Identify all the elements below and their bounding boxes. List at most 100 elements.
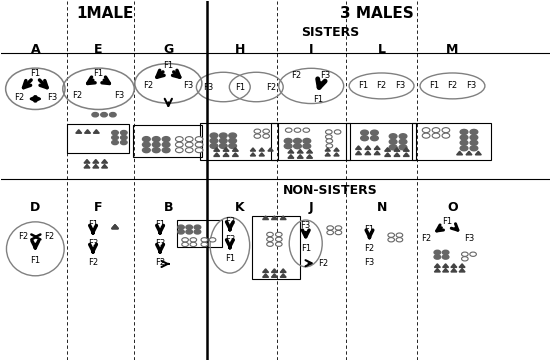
Circle shape	[396, 238, 403, 242]
Polygon shape	[263, 216, 268, 219]
Polygon shape	[466, 151, 472, 155]
Text: F2: F2	[14, 93, 24, 102]
Circle shape	[195, 136, 203, 142]
Text: F3: F3	[183, 81, 194, 90]
Polygon shape	[374, 151, 380, 155]
Text: F3: F3	[364, 258, 375, 267]
Polygon shape	[112, 225, 118, 229]
Polygon shape	[93, 164, 99, 168]
Polygon shape	[272, 274, 277, 277]
Text: F3: F3	[464, 234, 474, 243]
Circle shape	[175, 142, 183, 147]
Bar	[67, 124, 129, 153]
Circle shape	[361, 130, 369, 135]
Polygon shape	[101, 160, 107, 163]
Polygon shape	[259, 148, 264, 151]
Circle shape	[389, 139, 397, 144]
Text: F1: F1	[163, 61, 174, 70]
Text: 1MALE: 1MALE	[77, 6, 134, 21]
Circle shape	[432, 128, 440, 133]
Circle shape	[121, 140, 127, 145]
Circle shape	[396, 233, 403, 237]
Circle shape	[422, 128, 430, 133]
Text: J: J	[309, 201, 314, 214]
Polygon shape	[250, 148, 256, 151]
Polygon shape	[84, 130, 90, 133]
Polygon shape	[394, 148, 400, 151]
Circle shape	[371, 136, 379, 141]
Circle shape	[389, 134, 397, 139]
Text: E: E	[94, 43, 103, 56]
Text: F2: F2	[376, 82, 387, 90]
Polygon shape	[223, 153, 229, 156]
Circle shape	[163, 148, 170, 153]
Text: F3: F3	[466, 82, 476, 90]
Bar	[199, 123, 278, 160]
Circle shape	[335, 226, 342, 230]
Text: F3: F3	[225, 235, 235, 244]
Text: L: L	[377, 43, 386, 56]
Circle shape	[163, 142, 170, 147]
Circle shape	[371, 130, 379, 135]
Text: F2: F2	[318, 259, 328, 268]
Circle shape	[195, 148, 203, 153]
Circle shape	[195, 142, 203, 147]
Circle shape	[177, 225, 184, 229]
Polygon shape	[76, 130, 82, 133]
Text: M: M	[446, 43, 458, 56]
Circle shape	[185, 142, 193, 147]
Text: F: F	[94, 201, 103, 214]
Text: H: H	[235, 43, 245, 56]
Polygon shape	[365, 151, 371, 155]
Polygon shape	[272, 216, 277, 219]
Text: F3: F3	[320, 71, 330, 80]
Circle shape	[442, 250, 449, 255]
Text: B: B	[164, 201, 173, 214]
Bar	[176, 220, 222, 247]
Text: F1: F1	[313, 95, 323, 104]
Circle shape	[194, 225, 201, 229]
Text: F3: F3	[114, 91, 125, 100]
Polygon shape	[459, 264, 465, 268]
Polygon shape	[280, 216, 286, 219]
Circle shape	[462, 257, 468, 261]
Polygon shape	[263, 274, 268, 277]
Circle shape	[112, 131, 118, 135]
Text: O: O	[447, 201, 458, 214]
Polygon shape	[457, 151, 463, 155]
Circle shape	[442, 133, 450, 138]
Circle shape	[442, 255, 449, 259]
Text: F3: F3	[88, 239, 98, 248]
Circle shape	[460, 130, 468, 134]
Text: F3: F3	[47, 93, 57, 102]
Text: F2: F2	[225, 217, 235, 226]
Circle shape	[201, 242, 208, 247]
Polygon shape	[259, 153, 264, 156]
Polygon shape	[385, 153, 391, 156]
Polygon shape	[403, 148, 409, 151]
Polygon shape	[403, 153, 409, 156]
Polygon shape	[434, 264, 440, 268]
Text: F1: F1	[235, 83, 245, 91]
Circle shape	[229, 138, 236, 143]
Circle shape	[153, 148, 160, 153]
Text: F2: F2	[88, 258, 98, 267]
Polygon shape	[459, 269, 465, 272]
Text: F1: F1	[225, 254, 235, 263]
Polygon shape	[442, 264, 449, 268]
Text: A: A	[30, 43, 40, 56]
Polygon shape	[93, 160, 99, 163]
Polygon shape	[288, 149, 294, 153]
Circle shape	[163, 136, 170, 142]
Polygon shape	[223, 148, 229, 151]
Circle shape	[210, 143, 218, 148]
Circle shape	[334, 130, 341, 134]
Circle shape	[276, 237, 282, 242]
Text: D: D	[30, 201, 40, 214]
Text: F3: F3	[203, 83, 214, 91]
Circle shape	[121, 135, 127, 140]
Circle shape	[294, 128, 301, 132]
Circle shape	[101, 113, 107, 117]
Circle shape	[399, 139, 407, 144]
Text: F1: F1	[155, 220, 165, 229]
